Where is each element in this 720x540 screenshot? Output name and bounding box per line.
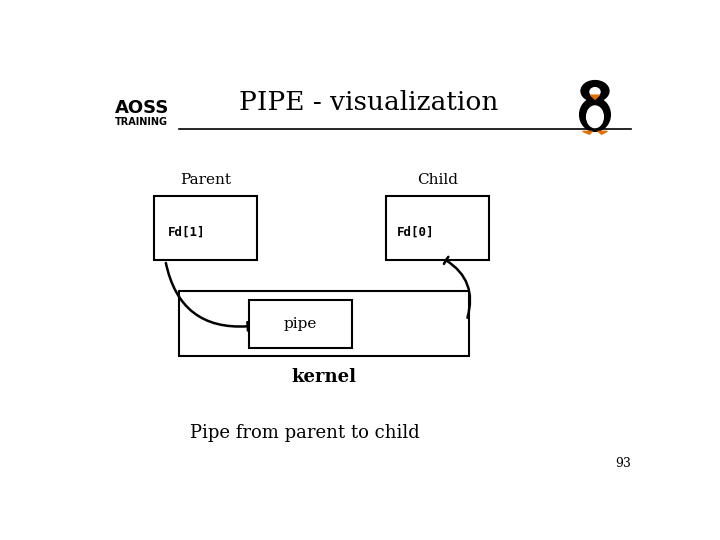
Polygon shape xyxy=(598,131,607,134)
Text: TRAINING: TRAINING xyxy=(115,117,168,127)
Ellipse shape xyxy=(590,87,600,96)
Ellipse shape xyxy=(580,98,611,131)
Polygon shape xyxy=(590,95,600,99)
FancyBboxPatch shape xyxy=(249,300,352,348)
Text: Fd[1]: Fd[1] xyxy=(168,226,206,239)
Polygon shape xyxy=(582,131,593,134)
Text: AOSS: AOSS xyxy=(115,99,169,118)
Text: kernel: kernel xyxy=(292,368,357,386)
Text: 93: 93 xyxy=(616,457,631,470)
Circle shape xyxy=(581,80,609,102)
Text: Parent: Parent xyxy=(180,173,231,187)
Text: Fd[0]: Fd[0] xyxy=(397,226,434,239)
FancyBboxPatch shape xyxy=(154,196,258,260)
FancyBboxPatch shape xyxy=(179,292,469,356)
Text: PIPE - visualization: PIPE - visualization xyxy=(239,90,499,114)
Text: Child: Child xyxy=(417,173,458,187)
FancyBboxPatch shape xyxy=(386,196,489,260)
Text: pipe: pipe xyxy=(284,316,318,330)
Ellipse shape xyxy=(587,106,603,127)
Text: Pipe from parent to child: Pipe from parent to child xyxy=(190,424,420,442)
